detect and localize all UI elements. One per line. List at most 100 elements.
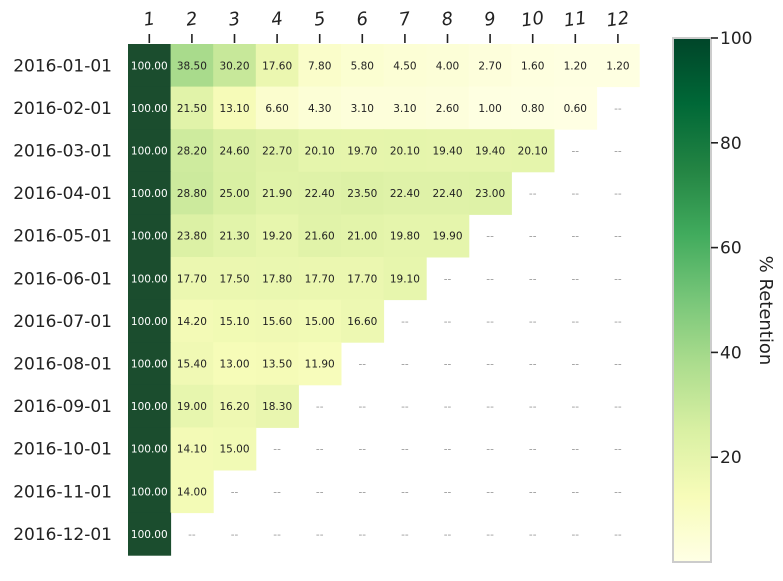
heatmap-cell-missing-label: -- bbox=[231, 486, 239, 498]
x-tick-label: 5 bbox=[312, 8, 326, 30]
heatmap-cell-missing-label: -- bbox=[614, 444, 622, 456]
heatmap-cell-label: 3.10 bbox=[351, 103, 374, 115]
heatmap-cell-label: 100.00 bbox=[131, 486, 168, 498]
heatmap-cell-missing-label: -- bbox=[529, 273, 537, 285]
heatmap-cell-label: 100.00 bbox=[131, 401, 168, 413]
heatmap-cell-label: 21.30 bbox=[219, 231, 249, 243]
heatmap-cell-label: 20.10 bbox=[305, 146, 335, 158]
heatmap-cell bbox=[128, 86, 172, 130]
heatmap-cell-label: 13.00 bbox=[219, 359, 249, 371]
heatmap-cell bbox=[128, 384, 172, 428]
heatmap-cell-missing-label: -- bbox=[529, 444, 537, 456]
colorbar-label: % Retention bbox=[755, 256, 776, 366]
heatmap-cell-label: 100.00 bbox=[131, 273, 168, 285]
heatmap-cell-missing-label: -- bbox=[529, 231, 537, 243]
heatmap-cell-missing-label: -- bbox=[316, 444, 324, 456]
heatmap-cell bbox=[383, 257, 427, 301]
heatmap-cell-label: 100.00 bbox=[131, 103, 168, 115]
heatmap-cell-missing-label: -- bbox=[614, 401, 622, 413]
x-axis-labels: 1 2 3 4 5 6 7 8 9 10 11 12 bbox=[142, 8, 631, 32]
heatmap-cell-label: 24.60 bbox=[219, 146, 249, 158]
heatmap-cell bbox=[255, 342, 299, 386]
heatmap-cell-missing-label: -- bbox=[486, 273, 494, 285]
x-tick-label: 6 bbox=[355, 8, 369, 30]
heatmap-cell-label: 7.80 bbox=[308, 60, 331, 72]
heatmap-cell-label: 22.40 bbox=[305, 188, 335, 200]
y-tick-label: 2016-06-01 bbox=[13, 269, 112, 289]
heatmap-cell-missing-label: -- bbox=[444, 273, 452, 285]
heatmap-cell-missing-label: -- bbox=[486, 359, 494, 371]
heatmap-cell-label: 18.30 bbox=[262, 401, 292, 413]
x-tick-label: 7 bbox=[398, 8, 413, 30]
heatmap-cell bbox=[255, 214, 299, 258]
y-tick-label: 2016-08-01 bbox=[13, 355, 112, 375]
heatmap-cell-missing-label: -- bbox=[614, 529, 622, 541]
heatmap-cell-missing-label: -- bbox=[614, 359, 622, 371]
heatmap-cell-missing-label: -- bbox=[401, 359, 409, 371]
heatmap-cell bbox=[554, 44, 598, 88]
heatmap-cell-missing-label: -- bbox=[614, 103, 622, 115]
heatmap-cell-label: 15.10 bbox=[219, 316, 249, 328]
heatmap-cell-missing-label: -- bbox=[572, 529, 580, 541]
heatmap-cell-label: 28.20 bbox=[177, 146, 207, 158]
heatmap-cell-label: 19.40 bbox=[475, 146, 505, 158]
heatmap-cell-label: 23.50 bbox=[347, 188, 377, 200]
heatmap-cell-label: 13.10 bbox=[219, 103, 249, 115]
heatmap-cell-label: 4.30 bbox=[308, 103, 331, 115]
heatmap-cell bbox=[255, 171, 299, 215]
heatmap-cell bbox=[170, 129, 214, 173]
x-tick-label: 10 bbox=[520, 8, 546, 32]
heatmap-cell-label: 25.00 bbox=[219, 188, 249, 200]
heatmap-cell bbox=[213, 427, 257, 471]
heatmap-cell-missing-label: -- bbox=[529, 188, 537, 200]
heatmap-cell-label: 4.50 bbox=[393, 60, 416, 72]
heatmap-cell bbox=[213, 299, 257, 343]
heatmap-cell-label: 19.00 bbox=[177, 401, 207, 413]
heatmap-cell bbox=[255, 257, 299, 301]
heatmap-cell-missing-label: -- bbox=[316, 486, 324, 498]
heatmap-cell-label: 5.80 bbox=[351, 60, 374, 72]
heatmap-cell bbox=[511, 86, 555, 130]
heatmap-cell-label: 100.00 bbox=[131, 359, 168, 371]
colorbar-tick-label: 80 bbox=[720, 134, 742, 154]
heatmap-cell bbox=[128, 214, 172, 258]
heatmap-cell bbox=[213, 257, 257, 301]
heatmap-cell-missing-label: -- bbox=[529, 486, 537, 498]
heatmap-cells: 100.00 38.50 30.20 17.60 7.80 5.80 4.50 4.00 2.7… bbox=[128, 44, 640, 556]
heatmap-cell bbox=[255, 299, 299, 343]
heatmap-cell-label: 11.90 bbox=[305, 359, 335, 371]
heatmap-cell-missing-label: -- bbox=[444, 401, 452, 413]
heatmap-cell-label: 100.00 bbox=[131, 188, 168, 200]
heatmap-cell bbox=[341, 214, 385, 258]
heatmap-cell-missing-label: -- bbox=[572, 486, 580, 498]
heatmap-cell bbox=[298, 257, 342, 301]
heatmap-cell bbox=[341, 86, 385, 130]
heatmap-cell-missing-label: -- bbox=[614, 231, 622, 243]
heatmap-cell bbox=[213, 342, 257, 386]
heatmap-cell-label: 0.80 bbox=[521, 103, 544, 115]
heatmap-cell-missing-label: -- bbox=[614, 273, 622, 285]
heatmap-cell-label: 2.70 bbox=[478, 60, 501, 72]
colorbar-tick-label: 60 bbox=[720, 239, 742, 259]
heatmap-cell bbox=[170, 427, 214, 471]
heatmap-cell-label: 21.50 bbox=[177, 103, 207, 115]
heatmap-cell bbox=[341, 44, 385, 88]
heatmap-cell bbox=[128, 342, 172, 386]
heatmap-cell-label: 28.80 bbox=[177, 188, 207, 200]
heatmap-cell-missing-label: -- bbox=[316, 401, 324, 413]
heatmap-cell-missing-label: -- bbox=[231, 529, 239, 541]
heatmap-cell bbox=[170, 214, 214, 258]
heatmap-cell-label: 17.70 bbox=[347, 273, 377, 285]
heatmap-cell-label: 22.40 bbox=[432, 188, 462, 200]
y-tick-label: 2016-05-01 bbox=[13, 227, 112, 247]
heatmap-cell-missing-label: -- bbox=[572, 188, 580, 200]
heatmap-cell-missing-label: -- bbox=[572, 146, 580, 158]
y-tick-label: 2016-02-01 bbox=[13, 99, 112, 119]
heatmap-cell-missing-label: -- bbox=[401, 316, 409, 328]
heatmap-cell-label: 13.50 bbox=[262, 359, 292, 371]
heatmap-cell-label: 15.00 bbox=[219, 444, 249, 456]
y-tick-label: 2016-12-01 bbox=[13, 525, 112, 545]
heatmap-cell-missing-label: -- bbox=[529, 529, 537, 541]
heatmap-cell bbox=[426, 171, 470, 215]
heatmap-cell-missing-label: -- bbox=[444, 444, 452, 456]
